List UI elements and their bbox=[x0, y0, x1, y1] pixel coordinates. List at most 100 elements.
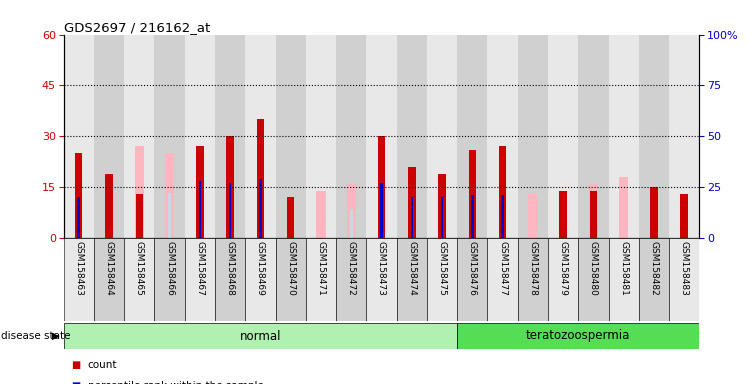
Bar bbox=[396, 238, 427, 321]
Text: GSM158470: GSM158470 bbox=[286, 240, 295, 295]
Bar bbox=[94, 238, 124, 321]
Bar bbox=[650, 187, 657, 238]
Text: GSM158478: GSM158478 bbox=[528, 240, 537, 295]
Bar bbox=[198, 181, 201, 238]
Bar bbox=[275, 35, 306, 238]
Bar bbox=[560, 190, 567, 238]
Bar bbox=[367, 35, 396, 238]
Text: GSM158463: GSM158463 bbox=[74, 240, 83, 295]
Bar bbox=[154, 238, 185, 321]
Text: normal: normal bbox=[239, 329, 281, 343]
Bar bbox=[488, 238, 518, 321]
Bar bbox=[229, 183, 231, 238]
Text: GSM158471: GSM158471 bbox=[316, 240, 325, 295]
Text: ■: ■ bbox=[71, 381, 80, 384]
Text: GSM158468: GSM158468 bbox=[226, 240, 235, 295]
Bar bbox=[438, 174, 446, 238]
Bar bbox=[548, 238, 578, 321]
Bar bbox=[548, 35, 578, 238]
Text: ■: ■ bbox=[71, 360, 80, 370]
Bar bbox=[518, 238, 548, 321]
Bar bbox=[427, 35, 457, 238]
Bar bbox=[245, 35, 275, 238]
Bar bbox=[589, 184, 598, 238]
Bar bbox=[185, 35, 215, 238]
Bar bbox=[336, 35, 367, 238]
Bar bbox=[408, 167, 415, 238]
Text: GSM158482: GSM158482 bbox=[649, 240, 658, 295]
Bar bbox=[64, 35, 94, 238]
Text: ▶: ▶ bbox=[52, 331, 60, 341]
Bar bbox=[380, 183, 383, 238]
Bar bbox=[609, 35, 639, 238]
Bar bbox=[346, 184, 356, 238]
Bar bbox=[78, 197, 80, 238]
Bar bbox=[94, 35, 124, 238]
Bar bbox=[488, 35, 518, 238]
Bar bbox=[471, 195, 473, 238]
Bar bbox=[639, 35, 669, 238]
Bar bbox=[457, 323, 699, 349]
Bar bbox=[135, 147, 144, 238]
Text: GSM158469: GSM158469 bbox=[256, 240, 265, 295]
Text: GSM158473: GSM158473 bbox=[377, 240, 386, 295]
Text: GSM158479: GSM158479 bbox=[559, 240, 568, 295]
Text: GSM158477: GSM158477 bbox=[498, 240, 507, 295]
Bar bbox=[275, 238, 306, 321]
Bar bbox=[396, 35, 427, 238]
Bar bbox=[257, 119, 264, 238]
Text: GSM158465: GSM158465 bbox=[135, 240, 144, 295]
Text: GSM158466: GSM158466 bbox=[165, 240, 174, 295]
Bar bbox=[427, 238, 457, 321]
Bar bbox=[316, 190, 325, 238]
Bar bbox=[215, 35, 245, 238]
Bar bbox=[411, 197, 413, 238]
Text: GSM158480: GSM158480 bbox=[589, 240, 598, 295]
Bar bbox=[336, 238, 367, 321]
Bar bbox=[669, 238, 699, 321]
Bar bbox=[154, 35, 185, 238]
Bar bbox=[64, 238, 94, 321]
Bar bbox=[441, 197, 444, 238]
Bar bbox=[367, 238, 396, 321]
Bar bbox=[609, 238, 639, 321]
Bar bbox=[227, 136, 234, 238]
Bar bbox=[259, 179, 262, 238]
Text: GDS2697 / 216162_at: GDS2697 / 216162_at bbox=[64, 21, 210, 34]
Text: GSM158481: GSM158481 bbox=[619, 240, 628, 295]
Bar bbox=[105, 174, 113, 238]
Bar bbox=[215, 238, 245, 321]
Bar bbox=[185, 238, 215, 321]
Bar bbox=[578, 238, 609, 321]
Bar bbox=[287, 197, 295, 238]
Text: GSM158483: GSM158483 bbox=[680, 240, 689, 295]
Bar bbox=[501, 195, 504, 238]
Bar bbox=[499, 147, 506, 238]
Text: GSM158467: GSM158467 bbox=[195, 240, 204, 295]
Bar bbox=[124, 238, 154, 321]
Bar bbox=[168, 193, 171, 238]
Bar bbox=[669, 35, 699, 238]
Text: teratozoospermia: teratozoospermia bbox=[526, 329, 631, 343]
Bar bbox=[64, 323, 457, 349]
Bar bbox=[639, 238, 669, 321]
Bar bbox=[681, 194, 688, 238]
Bar bbox=[468, 150, 476, 238]
Bar bbox=[245, 238, 275, 321]
Bar bbox=[518, 35, 548, 238]
Bar bbox=[349, 210, 353, 238]
Bar bbox=[196, 147, 203, 238]
Text: percentile rank within the sample: percentile rank within the sample bbox=[88, 381, 263, 384]
Bar bbox=[619, 177, 628, 238]
Bar bbox=[75, 153, 82, 238]
Bar bbox=[457, 238, 488, 321]
Text: GSM158475: GSM158475 bbox=[438, 240, 447, 295]
Bar bbox=[124, 35, 154, 238]
Bar bbox=[135, 194, 143, 238]
Bar bbox=[378, 136, 385, 238]
Bar bbox=[306, 238, 336, 321]
Bar bbox=[457, 35, 488, 238]
Bar bbox=[165, 153, 174, 238]
Text: GSM158464: GSM158464 bbox=[105, 240, 114, 295]
Bar bbox=[578, 35, 609, 238]
